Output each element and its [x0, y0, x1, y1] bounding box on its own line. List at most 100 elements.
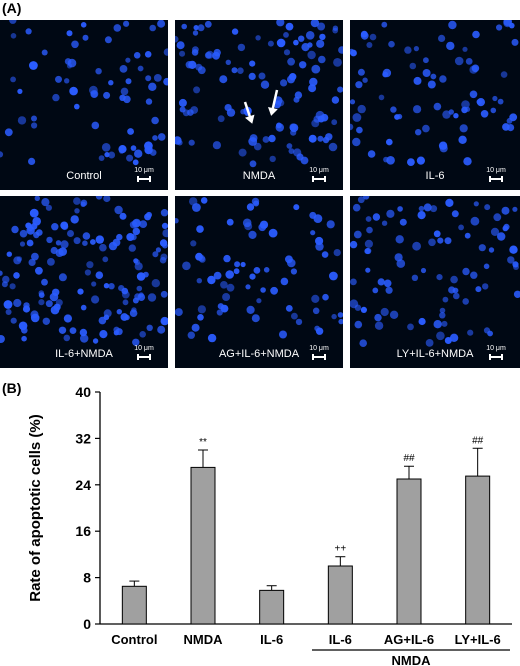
nucleus	[58, 326, 67, 334]
nucleus	[5, 309, 12, 315]
nucleus	[248, 137, 258, 146]
nucleus	[459, 124, 468, 133]
nucleus	[120, 87, 129, 96]
nucleus	[226, 108, 236, 117]
nucleus	[3, 300, 13, 309]
nucleus	[249, 60, 256, 67]
nucleus	[295, 318, 303, 326]
nucleus	[79, 328, 88, 337]
nucleus	[134, 293, 142, 300]
nucleus	[70, 215, 79, 224]
nucleus	[204, 20, 212, 28]
tile-label: IL-6	[425, 170, 445, 182]
nucleus	[10, 76, 16, 83]
nucleus	[133, 258, 139, 264]
nucleus	[442, 110, 451, 119]
nucleus	[448, 286, 456, 294]
nucleus	[350, 49, 357, 57]
nucleus	[245, 284, 251, 290]
nucleus	[119, 65, 128, 73]
nucleus	[350, 123, 354, 131]
nucleus	[55, 240, 62, 246]
nucleus	[69, 86, 78, 96]
bar	[259, 589, 285, 625]
nucleus	[293, 39, 299, 46]
nucleus	[386, 138, 393, 146]
nucleus	[119, 212, 127, 220]
nucleus	[103, 196, 111, 203]
nucleus	[509, 113, 518, 122]
nucleus	[0, 335, 5, 343]
nucleus	[285, 305, 293, 312]
nucleus	[103, 283, 110, 289]
nucleus	[116, 233, 123, 241]
nucleus	[470, 271, 478, 279]
nucleus	[356, 126, 363, 134]
nucleus	[67, 230, 74, 237]
nucleus	[26, 226, 35, 235]
nucleus	[18, 321, 28, 331]
nucleus	[418, 317, 426, 326]
nucleus	[372, 287, 379, 294]
nucleus	[82, 34, 89, 41]
nucleus	[367, 150, 376, 158]
nucleus	[448, 109, 454, 115]
nucleus	[366, 42, 373, 48]
nucleus	[95, 235, 105, 244]
nucleus	[63, 334, 71, 342]
nucleus	[146, 324, 153, 331]
nucleus	[52, 288, 60, 296]
nucleus	[407, 323, 414, 331]
nucleus	[198, 254, 205, 262]
nucleus	[29, 208, 39, 218]
nucleus	[125, 57, 131, 63]
nucleus	[192, 30, 199, 36]
nucleus	[337, 86, 343, 93]
nucleus	[276, 20, 285, 27]
nucleus	[10, 317, 17, 324]
nucleus	[438, 141, 448, 150]
nucleus	[104, 152, 110, 158]
nucleus	[9, 20, 17, 24]
nucleus	[259, 220, 269, 229]
nucleus	[461, 106, 468, 114]
nucleus	[317, 22, 326, 31]
nucleus	[453, 113, 459, 119]
micrograph-il6-nmda: IL-6+NMDA 10 μm	[0, 196, 168, 368]
nucleus	[329, 271, 338, 281]
nucleus	[465, 58, 473, 65]
nucleus	[133, 52, 141, 59]
nucleus	[407, 158, 415, 167]
nucleus	[294, 91, 303, 99]
nucleus	[92, 338, 99, 344]
nucleus	[492, 95, 498, 102]
nucleus	[471, 64, 480, 73]
nucleus	[480, 110, 489, 118]
nucleus	[461, 100, 470, 109]
nucleus	[175, 218, 179, 224]
nucleus	[513, 290, 520, 298]
nucleus	[338, 318, 343, 325]
nucleus	[160, 290, 168, 298]
nucleus	[82, 232, 91, 240]
nucleus	[428, 238, 436, 247]
scale-bar-label: 10 μm	[309, 345, 329, 352]
nucleus	[41, 49, 48, 56]
nucleus	[286, 143, 293, 149]
nucleus	[4, 128, 13, 137]
nucleus	[490, 107, 497, 114]
nucleus	[144, 213, 152, 221]
nucleus	[483, 263, 490, 270]
category-label: IL-6	[329, 632, 352, 647]
scale-bar-label: 10 μm	[134, 167, 154, 174]
nucleus	[60, 221, 69, 230]
nucleus	[442, 296, 449, 303]
y-tick-label: 40	[75, 384, 91, 400]
nucleus	[30, 310, 39, 319]
nucleus	[350, 99, 356, 105]
nucleus	[353, 230, 362, 239]
nucleus	[289, 73, 297, 81]
nucleus	[269, 155, 276, 163]
nucleus	[249, 160, 257, 168]
nucleus	[332, 27, 339, 34]
